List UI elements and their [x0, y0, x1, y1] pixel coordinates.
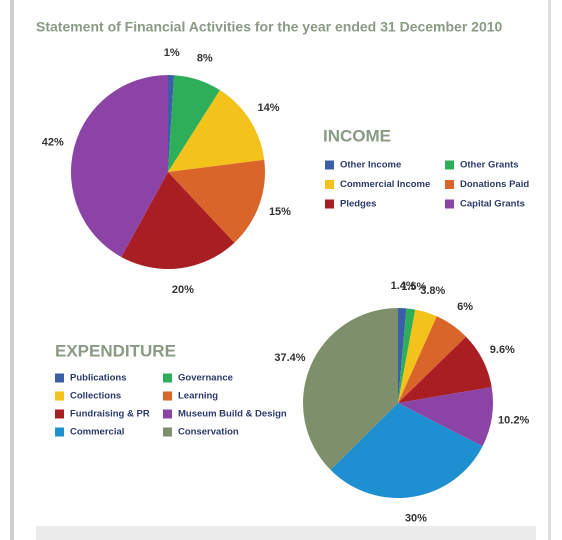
legend-label: Fundraising & PR [70, 409, 150, 420]
chart-title: EXPENDITURE [55, 341, 176, 360]
pie-slice [168, 90, 265, 172]
left-edge [10, 0, 14, 540]
data-label: 37.4% [274, 352, 305, 364]
legend-label: Collections [70, 391, 121, 402]
pie-slice [330, 403, 483, 499]
legend-swatch [163, 427, 172, 437]
legend-swatch [55, 427, 64, 437]
legend-swatch [445, 180, 454, 189]
legend-label: Pledges [340, 199, 376, 210]
data-label: 9.6% [490, 344, 515, 356]
pie-slice [398, 387, 493, 447]
pie-slice [398, 336, 492, 403]
pie-slice [303, 308, 398, 470]
data-label: 10.2% [498, 415, 529, 427]
legend-label: Publications [70, 373, 126, 384]
legend-label: Governance [178, 373, 233, 384]
data-label: 30% [405, 513, 427, 525]
data-label: 6% [457, 301, 473, 313]
legend-swatch [163, 409, 172, 419]
legend-label: Commercial [70, 427, 124, 438]
data-label: 1.5% [401, 281, 426, 293]
legend-swatch [445, 160, 454, 170]
legend-label: Other Income [340, 160, 401, 171]
footer-box [36, 526, 536, 540]
pie-slice [168, 159, 266, 243]
pie-slice [71, 75, 168, 258]
legend-label: Conservation [178, 427, 239, 438]
data-label: 20% [172, 284, 194, 296]
page-title: Statement of Financial Activities for th… [36, 19, 503, 35]
data-label: 14% [257, 102, 279, 114]
pie-slice [168, 75, 220, 172]
legend-swatch [163, 391, 172, 401]
legend-swatch [55, 373, 64, 383]
data-label: 15% [269, 206, 291, 218]
pie-slice [398, 308, 407, 403]
chart-title: INCOME [323, 126, 391, 145]
legend-label: Museum Build & Design [178, 409, 287, 420]
legend-label: Learning [178, 391, 218, 402]
legend-swatch [55, 391, 64, 401]
data-label: 42% [42, 136, 64, 148]
pie-slice [121, 172, 235, 269]
data-label: 1.4% [391, 280, 416, 292]
legend-swatch [55, 409, 64, 419]
legend-label: Commercial Income [340, 179, 430, 190]
pie-slice [398, 308, 416, 403]
legend-swatch [325, 199, 334, 209]
legend-swatch [445, 199, 454, 209]
legend-label: Other Grants [460, 160, 519, 171]
pie-slice [398, 309, 437, 403]
data-label: 3.8% [420, 285, 445, 297]
pie-slice [398, 316, 467, 403]
legend-label: Capital Grants [460, 199, 525, 210]
data-label: 1% [164, 47, 180, 59]
data-label: 8% [197, 53, 213, 65]
legend-swatch [325, 180, 334, 189]
legend-swatch [163, 373, 172, 383]
legend-swatch [325, 160, 334, 170]
pie-slice [168, 75, 175, 172]
legend-label: Donations Paid [460, 179, 529, 190]
right-edge [548, 0, 551, 540]
